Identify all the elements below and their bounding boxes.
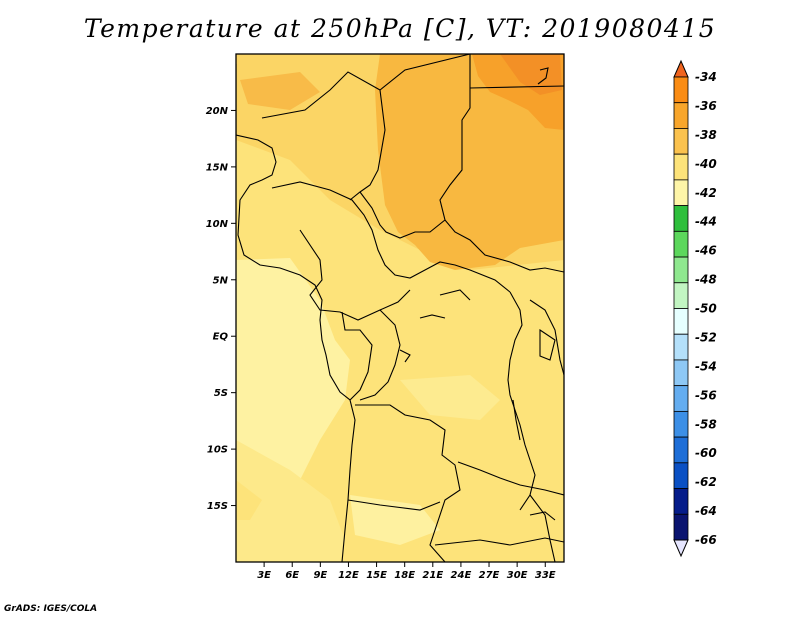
colorbar-segment — [673, 359, 689, 387]
lake-tanganyika — [512, 399, 521, 441]
colorbar-segment — [673, 102, 689, 129]
border-zambia — [457, 461, 564, 496]
colorbar-label: -54 — [695, 359, 717, 373]
plot-frame — [235, 53, 565, 563]
border-great-lakes — [507, 291, 536, 511]
nile-delta-feature — [537, 67, 549, 85]
colorbar-segment — [673, 205, 689, 232]
colorbar-segment — [673, 308, 689, 335]
border-congo-drc — [359, 309, 401, 401]
colorbar-label: -62 — [695, 475, 717, 489]
field-northwest-spot — [240, 72, 320, 110]
border-angola-drc — [355, 404, 461, 562]
lon-tick-label: 12E — [338, 570, 359, 581]
border-libya-egypt — [469, 85, 564, 89]
lon-tick-label: 33E — [535, 570, 556, 581]
border-car-drc — [439, 289, 471, 301]
lon-tick-label: 9E — [313, 570, 327, 581]
colorbar-label: -60 — [695, 446, 717, 460]
colorbar-label: -52 — [695, 330, 717, 344]
colorbar-segment — [673, 282, 689, 309]
map-title: Temperature at 250hPa [C], VT: 201908041… — [83, 14, 717, 43]
border-chad-sudan — [359, 191, 564, 273]
lon-tick-label: 30E — [507, 570, 528, 581]
lat-tick-label: 5N — [213, 275, 229, 286]
colorbar-segment — [673, 436, 689, 464]
border-sahel-west — [261, 71, 386, 201]
lat-tick-label: EQ — [213, 332, 229, 343]
border-uganda-kenya — [529, 299, 564, 376]
colorbar-label: -46 — [695, 244, 717, 258]
field-northeast-minus-38 — [375, 54, 564, 270]
colorbar-segment — [673, 410, 689, 438]
lon-tick-label: 15E — [366, 570, 387, 581]
border-southern — [434, 537, 564, 546]
atlantic-coastline — [236, 64, 356, 562]
border-algeria-niger — [379, 54, 471, 91]
lat-tick-label: 5S — [214, 388, 228, 399]
lat-tick-label: 10S — [207, 445, 228, 456]
colorbar-segment — [673, 230, 689, 258]
longitude-axis: 3E 6E 9E 12E 15E 18E 21E 24E 27E 30E 33E — [257, 562, 556, 581]
field-congo-patch — [400, 375, 500, 420]
border-mozambique — [529, 494, 556, 562]
lake-malawi — [529, 511, 556, 521]
colorbar-segment — [673, 385, 689, 412]
colorbar-label: -44 — [695, 215, 717, 229]
border-namibia — [347, 499, 441, 511]
colorbar-segment — [673, 76, 689, 104]
colorbar-label: -34 — [695, 70, 717, 84]
lon-tick-label: 24E — [451, 570, 472, 581]
border-central-africa — [271, 181, 511, 293]
colorbar-segment — [673, 128, 689, 155]
colorbar-label: -36 — [695, 99, 717, 113]
lon-tick-label: 18E — [394, 570, 415, 581]
latitude-axis: 20N 15N 10N 5N EQ 5S 10S 15S — [206, 106, 236, 512]
colorbar-label: -48 — [695, 273, 717, 287]
colorbar-bottom-arrow — [673, 539, 689, 558]
lat-tick-label: 20N — [206, 106, 229, 117]
colorbar-label: -50 — [695, 302, 717, 316]
country-borders — [236, 54, 564, 562]
colorbar-label: -58 — [695, 417, 717, 431]
colorbar-segment — [673, 462, 689, 489]
colorbar-segment — [673, 179, 689, 207]
lon-tick-label: 3E — [257, 570, 271, 581]
colorbar-segment — [673, 333, 689, 361]
colorbar-label: -40 — [695, 157, 717, 171]
border-cameroon — [299, 229, 411, 321]
field-top-right-core — [500, 54, 562, 95]
lon-tick-label: 21E — [422, 570, 443, 581]
colorbar-segment — [673, 256, 689, 284]
lat-tick-label: 10N — [206, 219, 229, 230]
river-congo-b — [399, 349, 411, 363]
field-offshore-patch — [236, 480, 262, 520]
field-southwest-band — [236, 440, 345, 562]
colorbar-label: -66 — [695, 533, 717, 547]
lat-tick-label: 15S — [207, 501, 228, 512]
lon-tick-label: 6E — [285, 570, 299, 581]
colorbar-label: -56 — [695, 388, 717, 402]
colorbar-label: -42 — [695, 186, 717, 200]
grads-credit: GrADS: IGES/COLA — [4, 604, 98, 614]
colorbar-label: -64 — [695, 504, 717, 518]
lake-victoria — [539, 328, 556, 361]
colorbar-segment — [673, 488, 689, 515]
colorbar-segment — [673, 513, 689, 541]
lat-tick-label: 15N — [206, 162, 229, 173]
colorbar: -34 -36 -38 -40 -42 -44 -46 -48 -50 -52 -54 -56 -58 -… — [673, 59, 717, 558]
lon-tick-label: 27E — [479, 570, 500, 581]
colorbar-top-arrow — [673, 59, 689, 78]
colorbar-segment — [673, 153, 689, 181]
colorbar-label: -38 — [695, 128, 717, 142]
border-libya-chad — [439, 54, 471, 221]
temperature-field — [236, 54, 564, 562]
river-congo-a — [419, 314, 446, 319]
field-south-patch — [350, 495, 440, 545]
border-congo-west — [341, 311, 373, 401]
